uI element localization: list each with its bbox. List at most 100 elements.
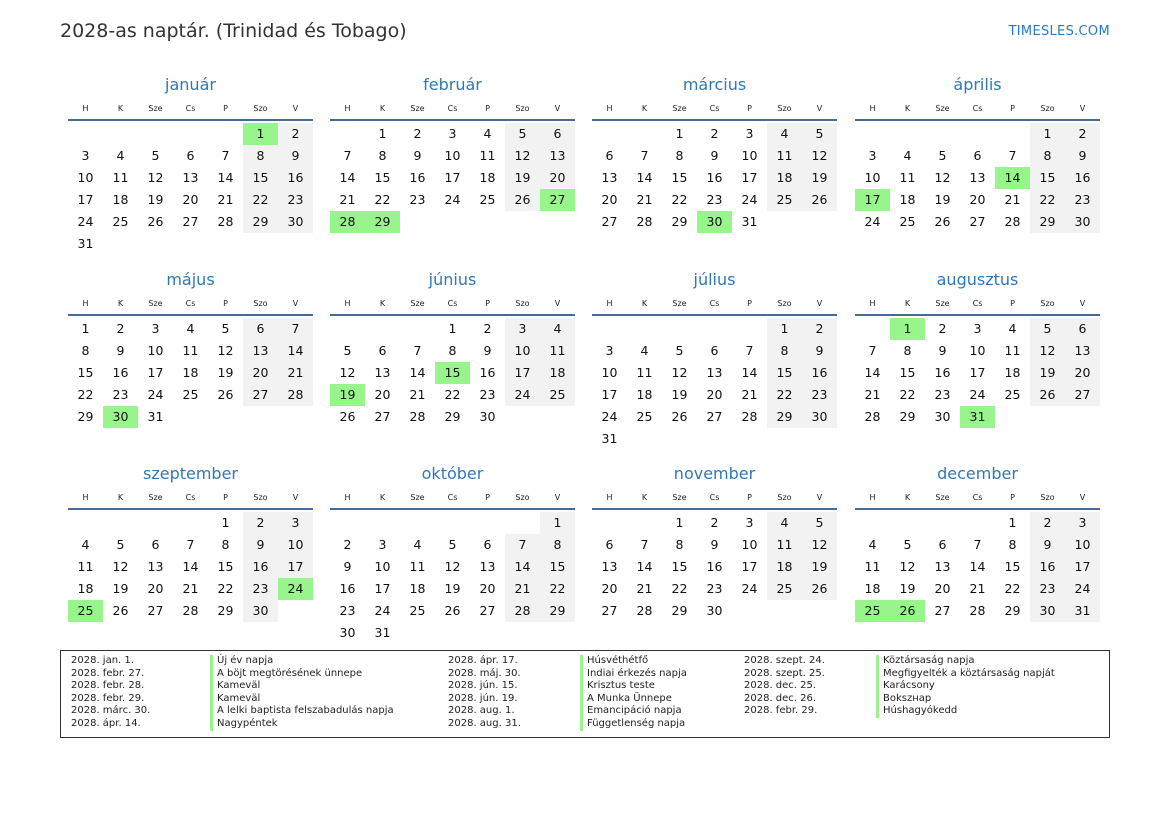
day: 18 bbox=[899, 192, 916, 207]
page-title: 2028-as naptár. (Trinidad és Tobago) bbox=[60, 20, 407, 42]
day: 15 bbox=[77, 365, 94, 380]
day: 15 bbox=[671, 170, 688, 185]
weekday-label: Cs bbox=[447, 492, 458, 502]
day: 13 bbox=[706, 365, 723, 380]
empty-cell bbox=[662, 318, 697, 340]
day: 26 bbox=[934, 214, 951, 229]
weekday-header: H K Sze Cs P Szo V bbox=[330, 292, 575, 316]
weekday-label: H bbox=[344, 103, 351, 113]
day: 6 bbox=[243, 318, 278, 340]
empty-cell bbox=[732, 318, 767, 340]
day: 9 bbox=[116, 343, 125, 358]
month-name: március bbox=[682, 75, 747, 94]
day: 2 bbox=[413, 126, 422, 141]
day: 12 bbox=[802, 534, 837, 556]
day: 1 bbox=[1030, 123, 1065, 145]
day: 14 bbox=[969, 559, 986, 574]
empty-cell bbox=[208, 123, 243, 145]
brand-link[interactable]: TIMESLES.COM bbox=[1008, 24, 1110, 39]
day: 1 bbox=[675, 126, 684, 141]
day: 4 bbox=[81, 537, 90, 552]
day: 3 bbox=[448, 126, 457, 141]
day: 3 bbox=[505, 318, 540, 340]
day: 29 bbox=[540, 600, 575, 622]
day: 1 bbox=[221, 515, 230, 530]
day: 23 bbox=[802, 384, 837, 406]
day: 26 bbox=[802, 189, 837, 211]
day: 7 bbox=[868, 343, 877, 358]
day: 28 bbox=[969, 603, 986, 618]
weekday-label: H bbox=[344, 492, 351, 502]
day: 7 bbox=[640, 537, 649, 552]
day: 13 bbox=[934, 559, 951, 574]
day: 6 bbox=[973, 148, 982, 163]
day: 20 bbox=[479, 581, 496, 596]
day: 2 bbox=[938, 321, 947, 336]
holiday-name: Bokszнap bbox=[876, 692, 1055, 706]
holiday-date: 2028. febr. 29. bbox=[744, 705, 818, 717]
weekday-label: P bbox=[223, 492, 228, 502]
empty-cell bbox=[173, 512, 208, 534]
weekday-label: H bbox=[82, 298, 89, 308]
weekday-header: H K Sze Cs P Szo V bbox=[855, 97, 1100, 121]
month-5: május H K Sze Cs P Szo V 1 2 3 4 5 6 7 8 9 10 11 12 13 14 15 16… bbox=[68, 268, 313, 428]
day: 29 bbox=[243, 211, 278, 233]
day: 10 bbox=[374, 559, 391, 574]
day: 4 bbox=[640, 343, 649, 358]
day: 31 bbox=[1065, 600, 1100, 622]
day: 7 bbox=[1008, 148, 1017, 163]
holiday-day: 30 bbox=[103, 406, 138, 428]
day: 4 bbox=[186, 321, 195, 336]
day: 12 bbox=[934, 170, 951, 185]
day: 13 bbox=[601, 559, 618, 574]
month-name: december bbox=[937, 464, 1018, 483]
holiday-name: Krisztus teste bbox=[580, 680, 687, 693]
holiday-date: 2028. márc. 30. bbox=[71, 705, 151, 717]
weekday-label: H bbox=[606, 298, 613, 308]
month-name: november bbox=[673, 464, 756, 483]
day: 18 bbox=[77, 581, 94, 596]
day: 6 bbox=[378, 343, 387, 358]
day: 26 bbox=[505, 189, 540, 211]
weekday-label: Sze bbox=[410, 492, 425, 502]
day: 22 bbox=[1004, 581, 1021, 596]
day: 22 bbox=[243, 189, 278, 211]
day: 21 bbox=[339, 192, 356, 207]
day: 5 bbox=[802, 123, 837, 145]
weekday-label: Cs bbox=[185, 103, 196, 113]
day: 13 bbox=[147, 559, 164, 574]
holiday-day: 1 bbox=[890, 318, 925, 340]
day: 14 bbox=[182, 559, 199, 574]
day: 11 bbox=[636, 365, 653, 380]
empty-cell bbox=[855, 318, 890, 340]
day: 18 bbox=[864, 581, 881, 596]
day: 8 bbox=[243, 145, 278, 167]
day: 23 bbox=[1030, 578, 1065, 600]
day: 21 bbox=[864, 387, 881, 402]
weekday-label: Sze bbox=[410, 298, 425, 308]
holiday-name: A lelki baptista felszabadulás napja bbox=[210, 705, 394, 718]
day: 8 bbox=[675, 537, 684, 552]
holiday-date: 2028. aug. 1. bbox=[448, 705, 515, 717]
day: 21 bbox=[636, 581, 653, 596]
day: 17 bbox=[505, 362, 540, 384]
day: 12 bbox=[1030, 340, 1065, 362]
day: 2 bbox=[243, 512, 278, 534]
day: 25 bbox=[540, 384, 575, 406]
day: 22 bbox=[1030, 189, 1065, 211]
empty-cell bbox=[890, 123, 925, 145]
day: 22 bbox=[374, 192, 391, 207]
day: 3 bbox=[151, 321, 160, 336]
day: 14 bbox=[636, 559, 653, 574]
day: 9 bbox=[413, 148, 422, 163]
day: 5 bbox=[343, 343, 352, 358]
day: 7 bbox=[413, 343, 422, 358]
day: 19 bbox=[444, 581, 461, 596]
empty-cell bbox=[627, 123, 662, 145]
weekday-label: H bbox=[606, 103, 613, 113]
day: 10 bbox=[505, 340, 540, 362]
day: 24 bbox=[444, 192, 461, 207]
weekday-label: Cs bbox=[709, 492, 720, 502]
day: 11 bbox=[767, 534, 802, 556]
day: 16 bbox=[278, 167, 313, 189]
